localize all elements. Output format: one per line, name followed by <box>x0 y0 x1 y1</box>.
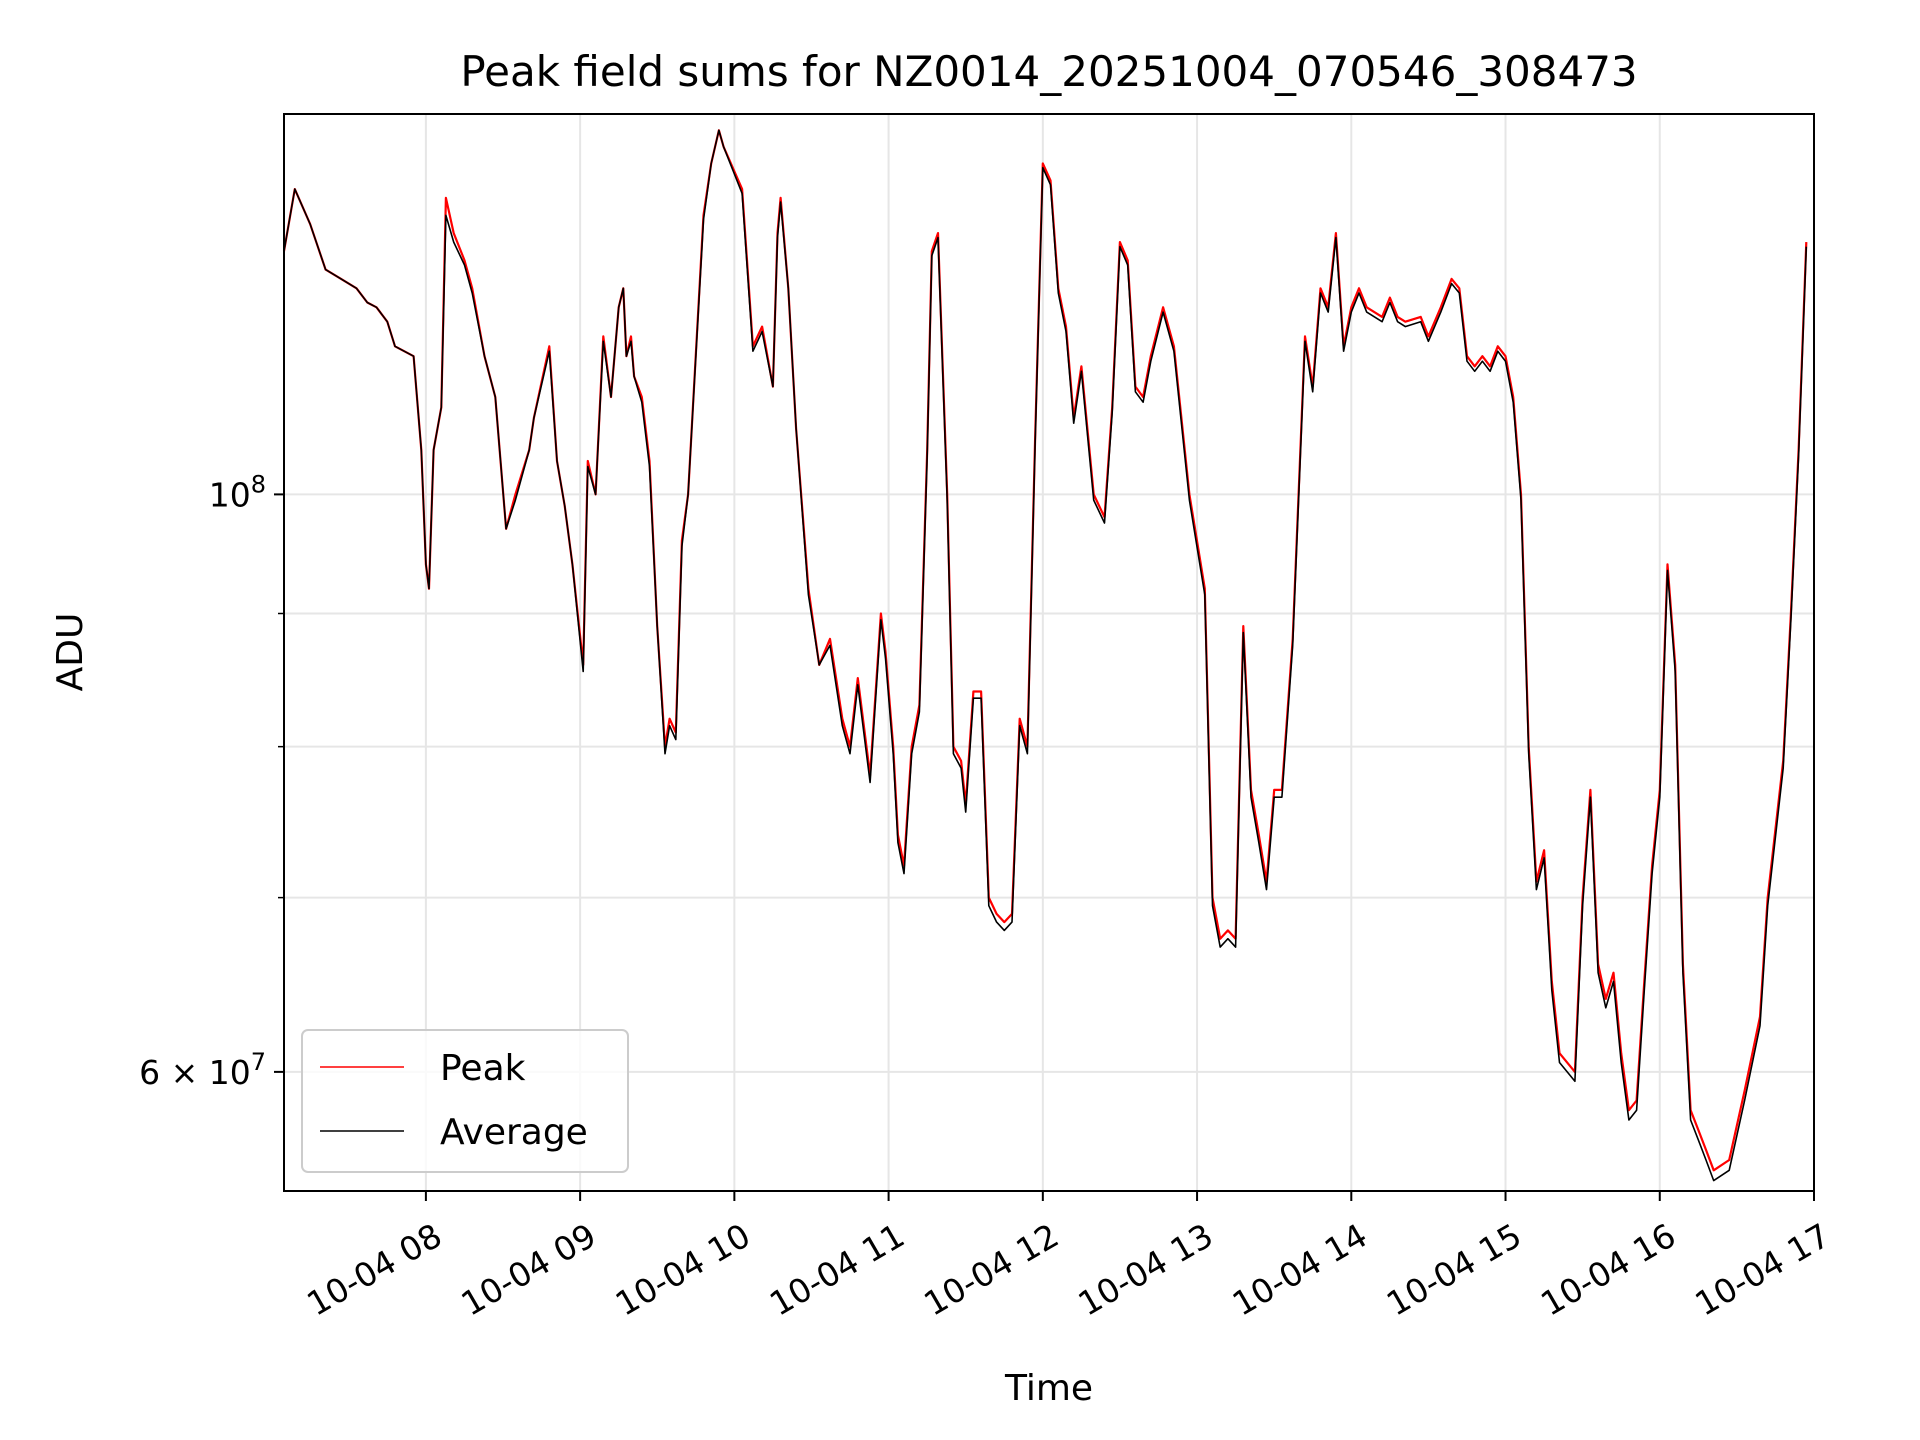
y-tick-label-exponent: 8 <box>251 470 266 498</box>
legend-box <box>301 1029 629 1173</box>
y-axis: 108 6 × 107 <box>139 470 284 1092</box>
plot-area <box>284 114 1814 1191</box>
legend-label-peak: Peak <box>440 1048 526 1089</box>
y-tick-label: 6 × 107 <box>139 1048 266 1092</box>
x-axis-title: Time <box>1004 1368 1093 1409</box>
y-tick-label: 108 <box>209 470 266 514</box>
y-tick-label-exponent: 7 <box>251 1048 266 1076</box>
series-line-average <box>283 129 1808 1182</box>
plot-frame <box>283 113 1815 1192</box>
y-axis-title: ADU <box>50 613 91 692</box>
y-tick-label-base: 6 × 10 <box>139 1053 251 1092</box>
y-tick-label-base: 10 <box>209 475 251 514</box>
legend-label-average: Average <box>440 1112 588 1153</box>
legend: Peak Average <box>301 1029 629 1173</box>
grid <box>284 114 1815 1191</box>
chart-title: Peak field sums for NZ0014_20251004_0705… <box>460 47 1637 96</box>
series-layer <box>282 129 1808 1182</box>
